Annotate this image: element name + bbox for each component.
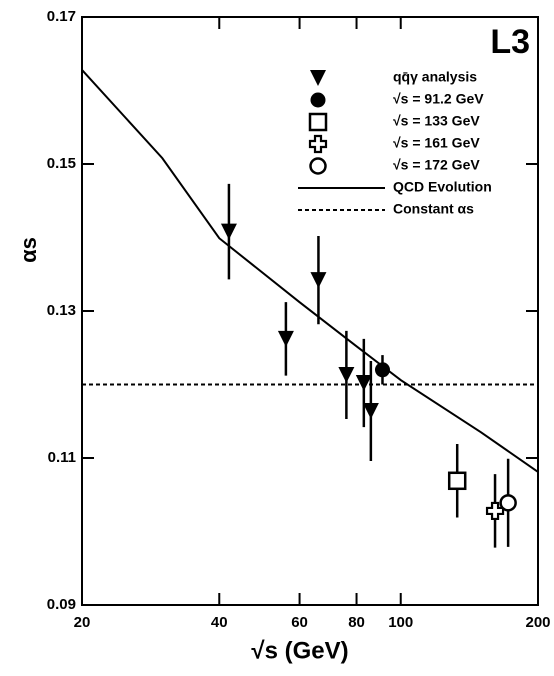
legend-marker (310, 70, 326, 86)
legend-label: √s = 91.2 GeV (393, 91, 484, 107)
y-tick-label: 0.09 (47, 596, 76, 613)
point (338, 366, 355, 383)
y-axis-label: αs (16, 237, 41, 263)
legend-marker (308, 112, 328, 132)
x-axis-label: √s (GeV) (251, 637, 348, 664)
x-tick-label: 40 (211, 614, 228, 631)
x-tick-label: 100 (388, 614, 413, 631)
y-tick-label: 0.11 (48, 449, 76, 466)
x-tick-label: 60 (291, 614, 308, 631)
point (220, 223, 237, 240)
point (355, 375, 372, 392)
legend-label: √s = 172 GeV (393, 157, 480, 173)
legend-label: Constant αs (393, 201, 474, 217)
point (362, 402, 379, 419)
point (447, 471, 467, 491)
legend-label: QCD Evolution (393, 179, 492, 195)
x-tick-label: 200 (525, 614, 550, 631)
experiment-label: L3 (490, 23, 530, 61)
y-tick-label: 0.15 (47, 155, 76, 172)
legend-marker (309, 157, 327, 175)
curve (81, 69, 539, 473)
point (485, 501, 505, 521)
point (277, 330, 294, 347)
point (499, 494, 517, 512)
x-tick-label: 80 (348, 614, 365, 631)
legend-label: √s = 133 GeV (393, 113, 480, 129)
y-tick-label: 0.17 (47, 8, 76, 25)
x-tick-label: 20 (74, 614, 91, 631)
y-tick-label: 0.13 (47, 302, 76, 319)
legend-marker (308, 134, 328, 154)
legend-label: √s = 161 GeV (393, 135, 480, 151)
point (374, 362, 390, 378)
legend-label: qq̄γ analysis (393, 69, 477, 85)
legend-marker (310, 92, 326, 108)
point (310, 272, 327, 289)
